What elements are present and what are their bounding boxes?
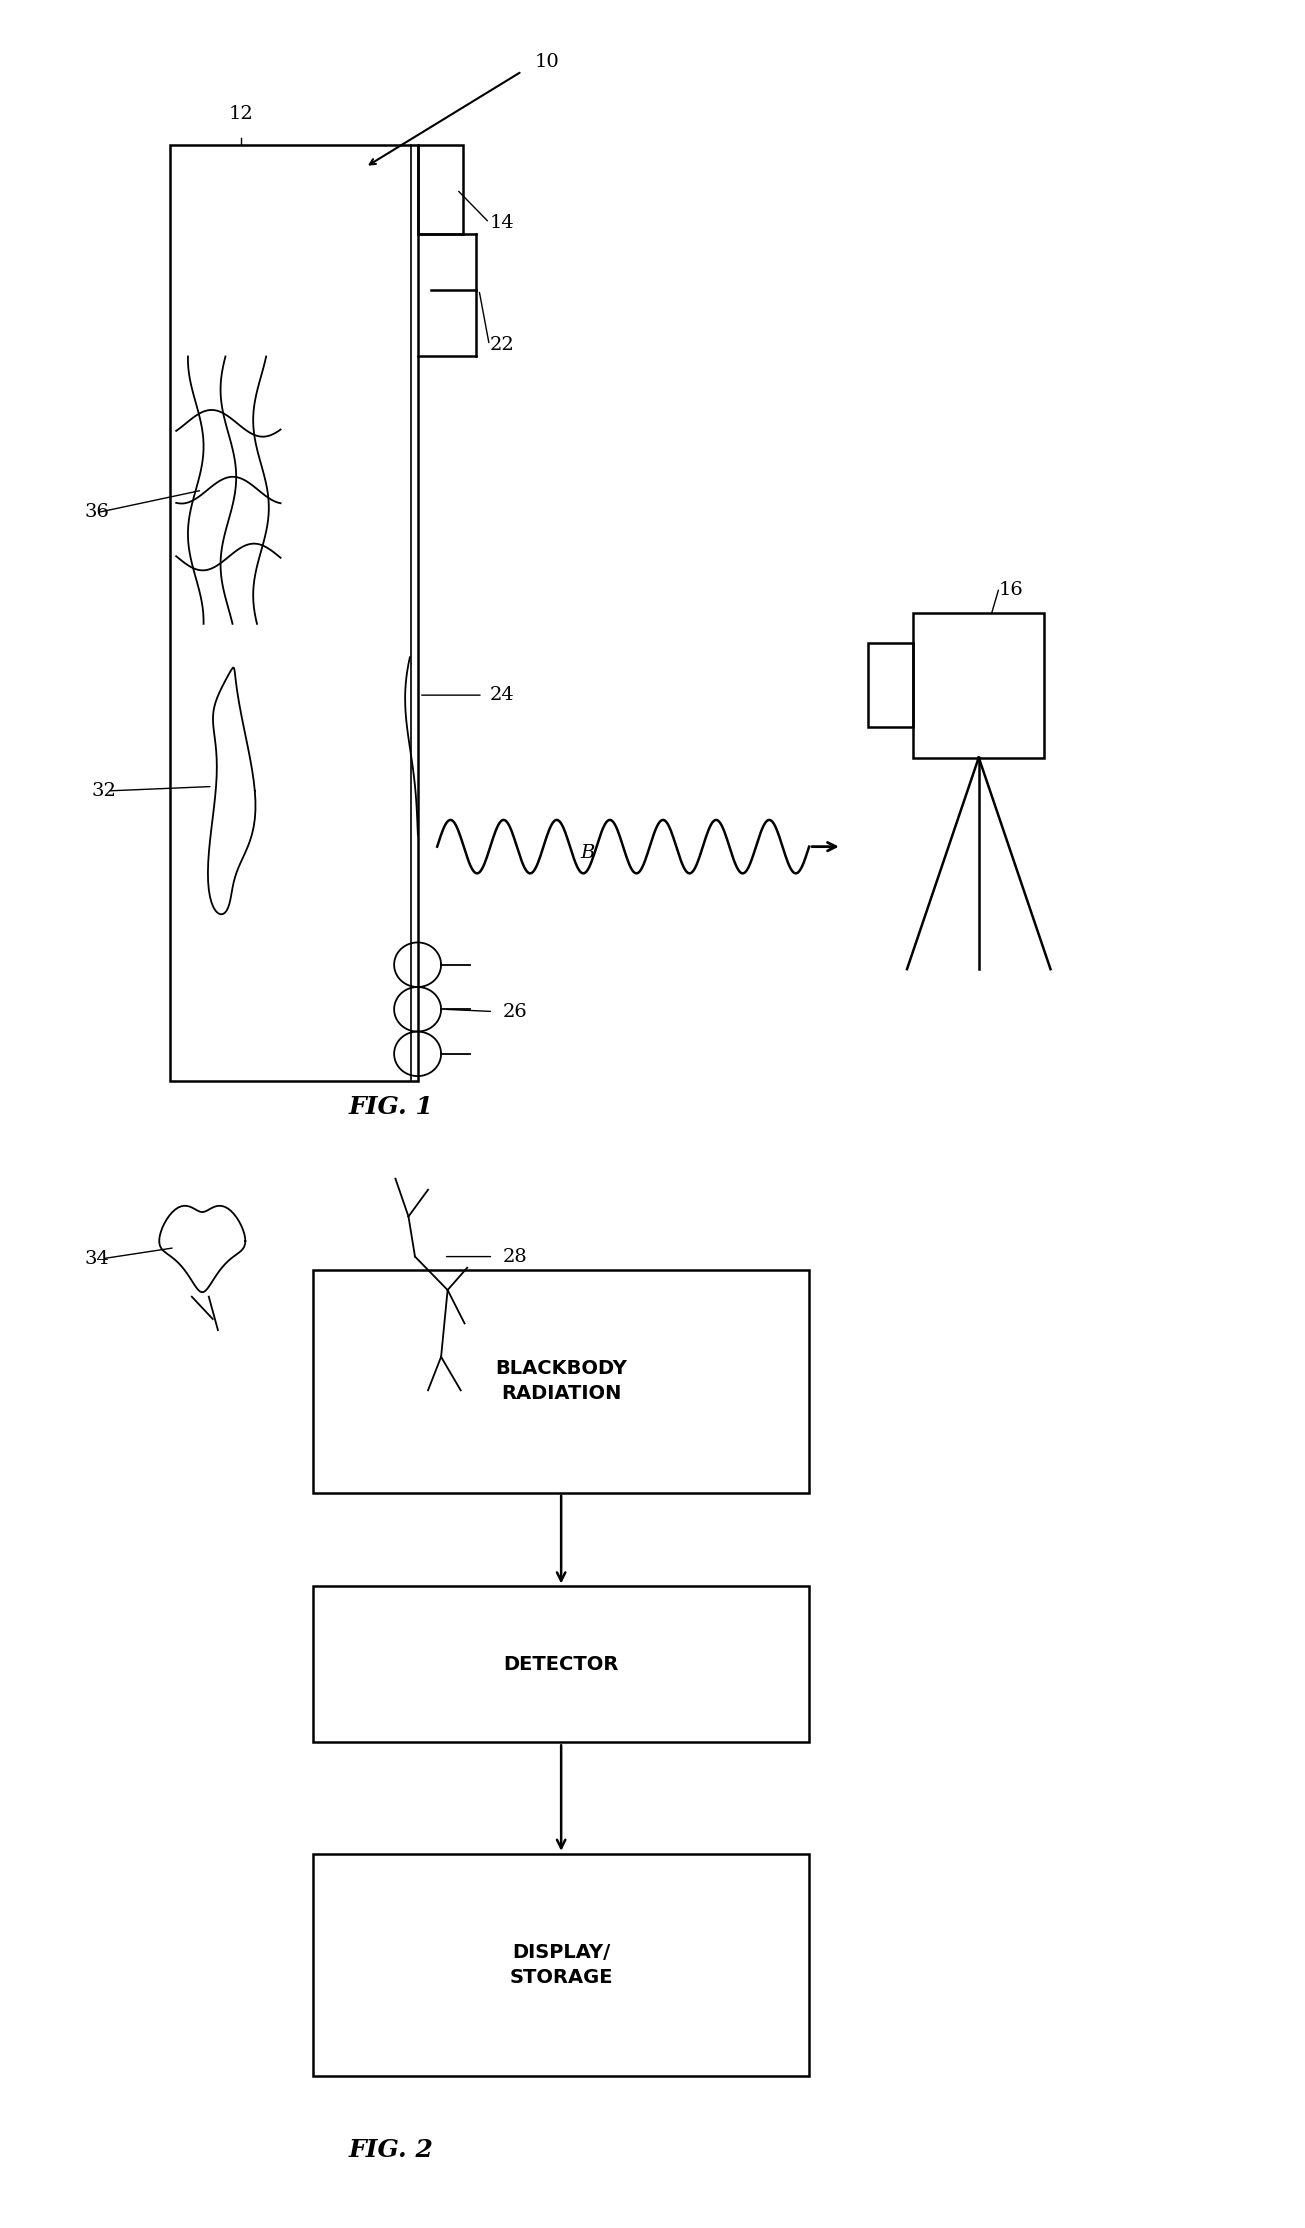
Text: BLACKBODY
RADIATION: BLACKBODY RADIATION <box>495 1359 628 1404</box>
Text: B: B <box>581 844 595 862</box>
Text: 22: 22 <box>489 336 514 354</box>
Text: 26: 26 <box>502 1003 527 1020</box>
Text: 28: 28 <box>502 1248 527 1266</box>
Text: 36: 36 <box>85 504 110 521</box>
Text: 32: 32 <box>91 782 116 800</box>
Text: 10: 10 <box>535 53 560 71</box>
Text: FIG. 2: FIG. 2 <box>348 2139 435 2161</box>
Text: DISPLAY/
STORAGE: DISPLAY/ STORAGE <box>509 1943 613 1987</box>
Text: 24: 24 <box>489 686 514 704</box>
Text: 34: 34 <box>85 1250 110 1268</box>
Text: FIG. 1: FIG. 1 <box>348 1096 435 1118</box>
Text: 14: 14 <box>489 214 514 232</box>
Text: DETECTOR: DETECTOR <box>504 1655 619 1673</box>
Text: 16: 16 <box>998 582 1023 599</box>
Text: 12: 12 <box>230 105 253 123</box>
